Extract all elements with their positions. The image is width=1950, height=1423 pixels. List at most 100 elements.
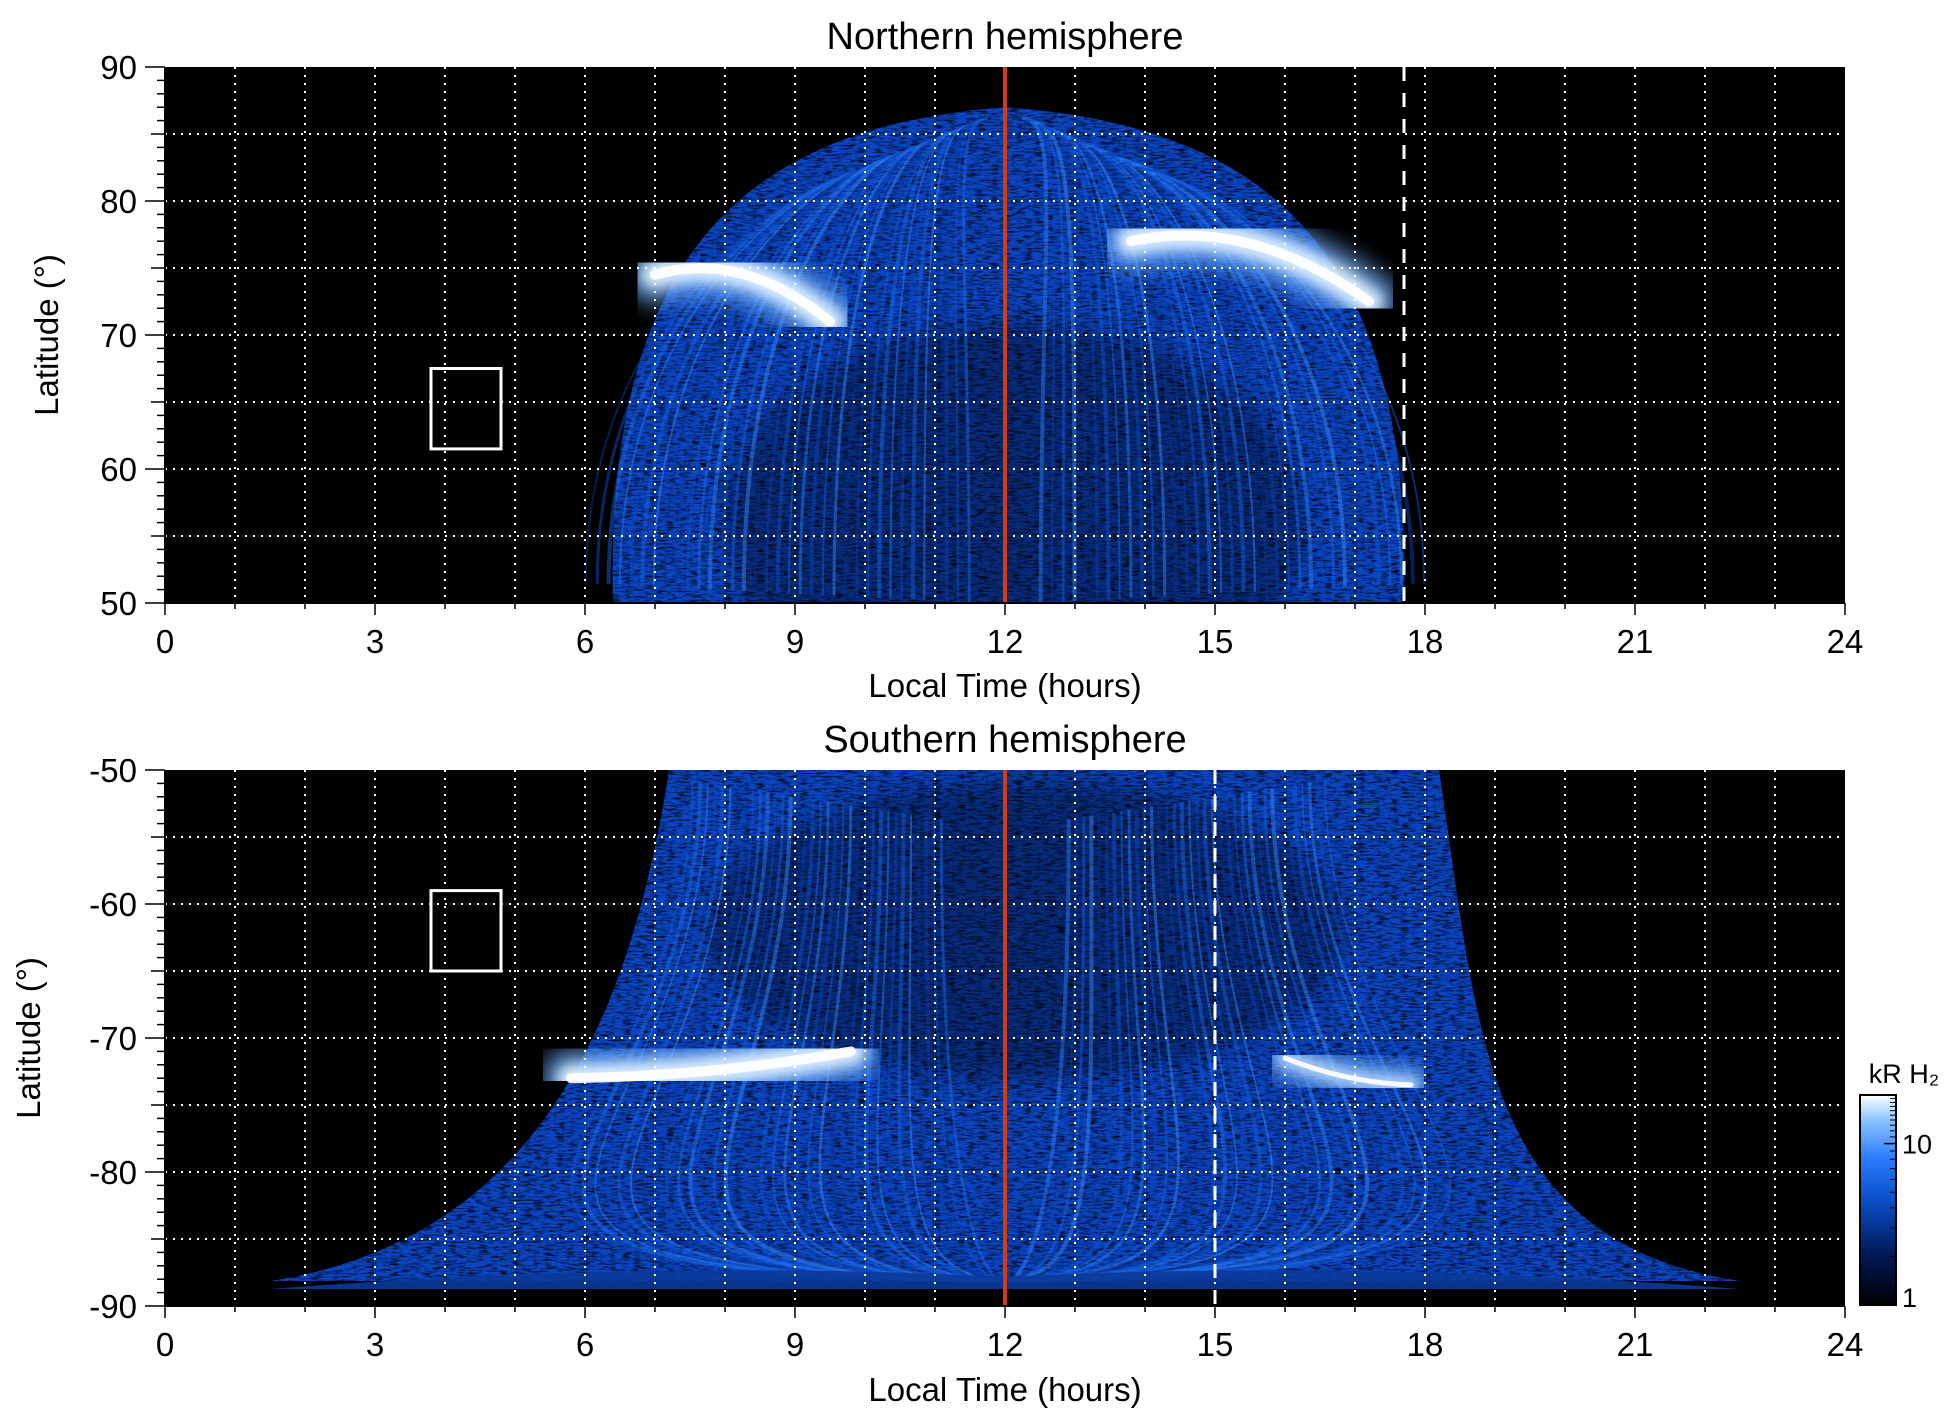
flow-streak — [1008, 795, 1298, 1283]
flow-streak — [794, 803, 1002, 1283]
colorbar: kR H₂ 10 1 — [1859, 1059, 1939, 1313]
flow-streak — [641, 788, 1002, 1283]
flow-streak — [731, 153, 903, 591]
reference-box — [429, 889, 503, 973]
flow-streak — [1008, 786, 1380, 1282]
y-tick-label: 80 — [100, 183, 137, 220]
flow-streak — [665, 790, 1002, 1282]
flow-streak — [617, 785, 1002, 1283]
flow-streak — [939, 819, 1002, 1283]
flow-streak — [897, 813, 1002, 1283]
flow-streak — [1008, 781, 1441, 1283]
flow-streak — [570, 781, 1002, 1283]
flow-streak — [877, 129, 956, 599]
flow-streak — [923, 124, 972, 601]
flow-streak — [829, 806, 1002, 1283]
y-tick-label: 50 — [100, 585, 137, 622]
marker-layer — [429, 67, 1406, 603]
y-tick-label: 90 — [100, 49, 137, 86]
flow-streak — [962, 116, 989, 603]
flow-streak — [1008, 799, 1251, 1283]
emission-layer — [585, 107, 1425, 603]
flow-streak — [1008, 790, 1345, 1282]
flow-streak — [630, 786, 1002, 1282]
x-tick-label: 9 — [786, 1326, 804, 1363]
flow-streak — [1008, 811, 1134, 1282]
flow-streak — [1008, 791, 1334, 1283]
x-tick-label: 21 — [1617, 623, 1654, 660]
flow-streak — [807, 804, 1002, 1282]
flow-streak — [1008, 800, 1238, 1282]
flow-streak — [594, 783, 1002, 1282]
y-tick-label: -70 — [89, 1020, 137, 1057]
flow-streak — [1026, 118, 1056, 603]
auroral-arc-core — [650, 263, 835, 327]
flow-streak — [934, 121, 976, 601]
flow-streak — [1008, 807, 1168, 1282]
y-tick-label: -60 — [89, 886, 137, 923]
colorbar-label: kR H₂ — [1869, 1059, 1939, 1089]
flow-streak — [1008, 779, 1452, 1282]
flow-streak — [821, 139, 936, 596]
flow-streak — [954, 118, 984, 603]
flow-streak — [1008, 812, 1124, 1283]
auroral-arc-core — [566, 1046, 856, 1084]
x-tick-label: 21 — [1617, 1326, 1654, 1363]
flow-streak — [809, 140, 932, 595]
x-tick-label: 6 — [576, 623, 594, 660]
flow-streak — [783, 802, 1002, 1283]
flow-streak — [886, 812, 1002, 1283]
flow-streak — [1008, 814, 1102, 1282]
x-tick-label: 12 — [987, 623, 1024, 660]
auroral-arc-core — [1126, 230, 1374, 307]
flow-streak — [1046, 126, 1111, 600]
x-tick-label: 18 — [1407, 1326, 1444, 1363]
flow-streak — [754, 150, 911, 592]
flow-streak — [1008, 813, 1113, 1283]
flow-streak — [712, 795, 1002, 1283]
y-tick-label: 60 — [100, 451, 137, 488]
flow-streak — [889, 129, 960, 599]
flow-streak — [1042, 125, 1099, 600]
flow-streak — [720, 155, 899, 590]
flow-streak — [908, 814, 1002, 1282]
y-tick-label: -90 — [89, 1288, 137, 1325]
y-tick-label: 70 — [100, 317, 137, 354]
flow-streak — [1034, 121, 1077, 601]
flow-streak — [1008, 788, 1370, 1283]
flow-streak — [1008, 785, 1393, 1283]
flow-streak — [736, 797, 1002, 1282]
flow-streak — [1021, 116, 1049, 603]
marker-layer — [429, 770, 1217, 1306]
flow-streak — [764, 147, 915, 593]
inner-dark-core — [725, 322, 1305, 603]
colorbar-ticks: 10 1 — [1884, 1098, 1932, 1313]
flow-streak — [842, 807, 1002, 1282]
flow-streak — [688, 792, 1002, 1283]
flow-streak — [855, 134, 948, 597]
x-tick-label: 3 — [366, 623, 384, 660]
flow-streak — [1008, 804, 1203, 1282]
flow-streak — [708, 156, 895, 590]
x-tick-label: 12 — [987, 1326, 1024, 1363]
x-tick-label: 15 — [1197, 1326, 1234, 1363]
colorbar-tick-label: 1 — [1902, 1283, 1917, 1313]
flow-streak — [1008, 798, 1263, 1283]
flow-streak — [1008, 810, 1146, 1283]
flow-streak — [1008, 815, 1094, 1283]
flow-streak — [605, 784, 1002, 1283]
x-tick-label: 3 — [366, 1326, 384, 1363]
x-axis-label: Local Time (hours) — [868, 1371, 1141, 1408]
flow-streak — [1008, 792, 1322, 1283]
flow-streak — [1008, 806, 1180, 1283]
flow-streak — [1030, 120, 1066, 602]
flow-streak — [1008, 817, 1086, 1283]
flow-streak — [798, 142, 928, 595]
panel-title: Southern hemisphere — [823, 719, 1186, 761]
colorbar-gradient — [1859, 1094, 1897, 1306]
reference-box — [429, 367, 503, 451]
flow-streak — [677, 791, 1002, 1283]
flow-streak — [1008, 793, 1309, 1282]
flow-streak — [581, 782, 1002, 1283]
